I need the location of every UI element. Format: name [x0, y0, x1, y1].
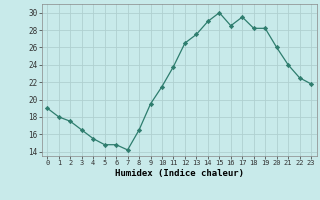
X-axis label: Humidex (Indice chaleur): Humidex (Indice chaleur) — [115, 169, 244, 178]
